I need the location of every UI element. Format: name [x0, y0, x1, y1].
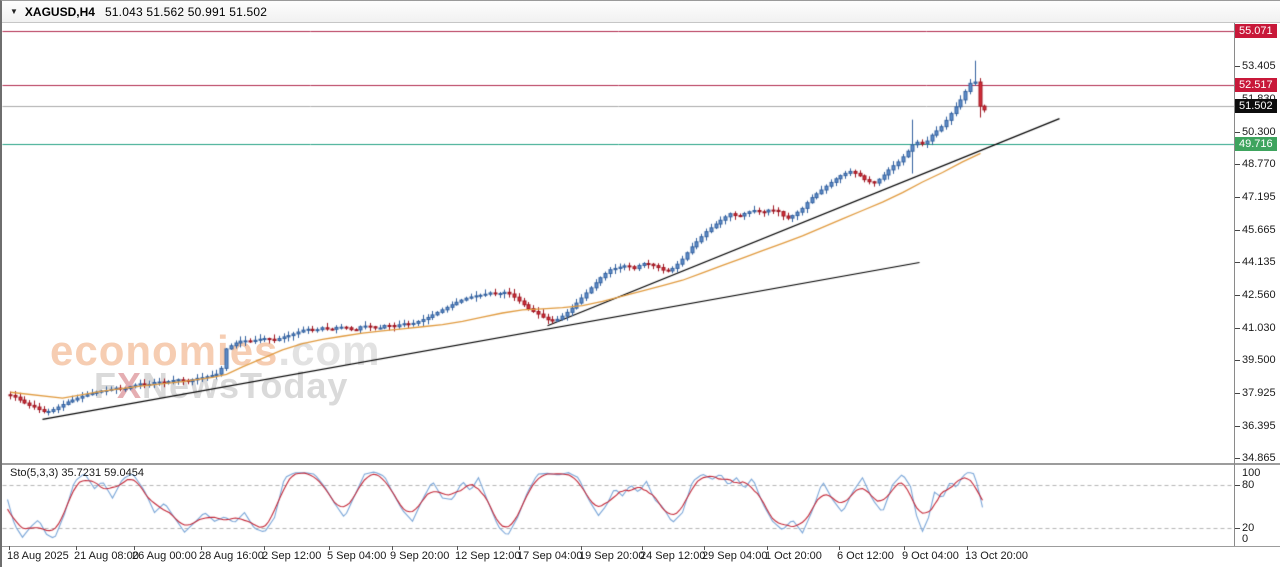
price-tick-label: 41.030	[1242, 322, 1276, 334]
time-tick-label: 21 Aug 08:00	[74, 550, 139, 562]
time-tick-label: 29 Sep 04:00	[702, 550, 768, 562]
time-tick-label: 5 Sep 04:00	[327, 550, 387, 562]
price-badge-resistance: 52.517	[1235, 78, 1277, 92]
time-tick-label: 12 Sep 12:00	[455, 550, 521, 562]
time-tick-mark	[329, 546, 330, 550]
time-tick-mark	[767, 546, 768, 550]
price-tick-label: 50.300	[1242, 126, 1276, 138]
price-tick-mark	[1235, 360, 1240, 361]
stochastic-axis: 100 80 20 0	[1235, 465, 1280, 546]
price-tick-label: 39.500	[1242, 354, 1276, 366]
time-tick-label: 28 Aug 16:00	[199, 550, 264, 562]
price-tick-mark	[1235, 230, 1240, 231]
stoch-tick-mark	[1235, 528, 1240, 529]
price-tick-mark	[1235, 295, 1240, 296]
time-tick-mark	[904, 546, 905, 550]
time-tick-mark	[581, 546, 582, 550]
price-tick-label: 53.405	[1242, 60, 1276, 72]
price-tick-label: 45.665	[1242, 224, 1276, 236]
chart-title-bar: ▼ XAGUSD,H4 51.043 51.562 50.991 51.502	[2, 1, 1280, 23]
time-tick-mark	[201, 546, 202, 550]
stoch-tick-label: 100	[1242, 467, 1261, 479]
time-tick-mark	[76, 546, 77, 550]
time-axis-separator	[2, 546, 1280, 547]
time-tick-mark	[967, 546, 968, 550]
price-tick-label: 48.770	[1242, 158, 1276, 170]
price-axis-separator	[1234, 23, 1235, 546]
symbol-timeframe-label: XAGUSD,H4	[24, 4, 95, 19]
time-tick-label: 26 Aug 00:00	[132, 550, 197, 562]
price-badge-resistance: 55.071	[1235, 24, 1277, 38]
price-tick-mark	[1235, 197, 1240, 198]
price-tick-label: 47.195	[1242, 191, 1276, 203]
price-tick-mark	[1235, 458, 1240, 459]
price-tick-label: 34.865	[1242, 452, 1276, 464]
price-tick-mark	[1235, 132, 1240, 133]
stochastic-canvas[interactable]	[2, 465, 1234, 546]
time-tick-mark	[519, 546, 520, 550]
time-tick-mark	[392, 546, 393, 550]
price-tick-mark	[1235, 328, 1240, 329]
stochastic-indicator-label: Sto(5,3,3) 35.7231 59.0454	[10, 467, 144, 479]
price-axis[interactable]: 54.93553.40551.83050.30048.77047.19545.6…	[1235, 23, 1280, 464]
price-badge-support: 49.716	[1235, 137, 1277, 151]
time-tick-mark	[704, 546, 705, 550]
stoch-tick-label: 80	[1242, 479, 1255, 491]
price-chart-canvas[interactable]	[2, 23, 1234, 463]
chevron-down-icon[interactable]: ▼	[10, 7, 18, 16]
price-tick-label: 36.395	[1242, 420, 1276, 432]
time-tick-mark	[457, 546, 458, 550]
ohlc-values-label: 51.043 51.562 50.991 51.502	[104, 4, 268, 19]
pane-separator[interactable]	[2, 463, 1280, 465]
price-tick-mark	[1235, 66, 1240, 67]
time-tick-mark	[642, 546, 643, 550]
price-tick-mark	[1235, 393, 1240, 394]
price-tick-mark	[1235, 262, 1240, 263]
time-tick-label: 1 Oct 20:00	[765, 550, 822, 562]
price-tick-label: 42.560	[1242, 289, 1276, 301]
time-tick-label: 9 Sep 20:00	[390, 550, 450, 562]
time-tick-label: 17 Sep 04:00	[517, 550, 583, 562]
time-tick-label: 18 Aug 2025	[7, 550, 69, 562]
price-badge-current-price: 51.502	[1235, 99, 1277, 113]
time-tick-mark	[264, 546, 265, 550]
time-tick-label: 6 Oct 12:00	[837, 550, 894, 562]
time-axis[interactable]: 18 Aug 2025 21 Aug 08:00 26 Aug 00:00 28 Au…	[2, 546, 1280, 567]
price-tick-label: 37.925	[1242, 387, 1276, 399]
time-tick-label: 2 Sep 12:00	[262, 550, 322, 562]
price-tick-mark	[1235, 426, 1240, 427]
time-tick-label: 9 Oct 04:00	[902, 550, 959, 562]
stoch-tick-label: 0	[1242, 533, 1249, 545]
time-tick-mark	[134, 546, 135, 550]
price-tick-mark	[1235, 164, 1240, 165]
stoch-tick-label: 20	[1242, 522, 1255, 534]
stoch-tick-mark	[1235, 485, 1240, 486]
time-tick-label: 13 Oct 20:00	[965, 550, 1028, 562]
time-tick-label: 24 Sep 12:00	[640, 550, 706, 562]
time-tick-label: 19 Sep 20:00	[579, 550, 645, 562]
price-tick-label: 44.135	[1242, 256, 1276, 268]
time-tick-mark	[9, 546, 10, 550]
time-tick-mark	[839, 546, 840, 550]
